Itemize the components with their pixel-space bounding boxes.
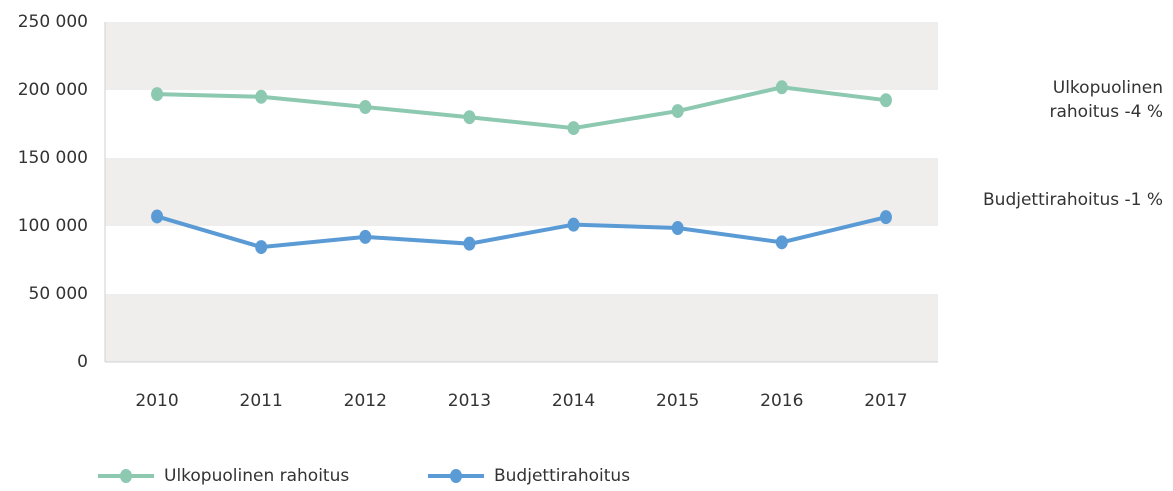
data-point	[879, 93, 892, 108]
x-tick-label: 2013	[448, 391, 491, 411]
data-point	[879, 210, 892, 225]
grid-band	[105, 294, 938, 362]
x-tick-label: 2016	[760, 391, 803, 411]
data-point	[775, 235, 788, 250]
data-point	[255, 240, 268, 255]
y-tick-label: 50 000	[29, 284, 88, 304]
legend-marker	[120, 469, 132, 483]
x-tick-label: 2017	[864, 391, 907, 411]
grid-band	[105, 22, 938, 90]
data-point	[151, 209, 164, 224]
data-point	[671, 221, 684, 236]
x-tick-label: 2012	[344, 391, 387, 411]
x-tick-label: 2015	[656, 391, 699, 411]
data-point	[359, 229, 372, 244]
x-tick-label: 2011	[240, 391, 283, 411]
y-tick-label: 100 000	[18, 216, 88, 236]
grid-band	[105, 158, 938, 226]
series-line	[156, 214, 887, 250]
data-point	[775, 80, 788, 95]
data-point	[151, 87, 164, 102]
legend-label: Ulkopuolinen rahoitus	[164, 466, 349, 486]
data-point	[567, 217, 580, 232]
data-point	[255, 89, 268, 104]
legend-label: Budjettirahoitus	[494, 466, 630, 486]
y-tick-label: 150 000	[18, 148, 88, 168]
annotation: Budjettirahoitus -1 %	[983, 190, 1163, 210]
x-tick-label: 2014	[552, 391, 595, 411]
data-point	[463, 236, 476, 251]
x-tick-label: 2010	[135, 391, 178, 411]
series-line	[157, 85, 887, 131]
legend-marker	[450, 469, 462, 483]
data-point	[567, 121, 580, 136]
data-point	[463, 110, 476, 125]
annotation: Ulkopuolinen rahoitus -4 %	[1049, 78, 1163, 122]
y-tick-label: 0	[77, 352, 88, 372]
data-point	[359, 100, 372, 114]
data-point	[671, 104, 684, 119]
y-tick-label: 250 000	[18, 12, 88, 32]
y-tick-label: 200 000	[18, 80, 88, 100]
